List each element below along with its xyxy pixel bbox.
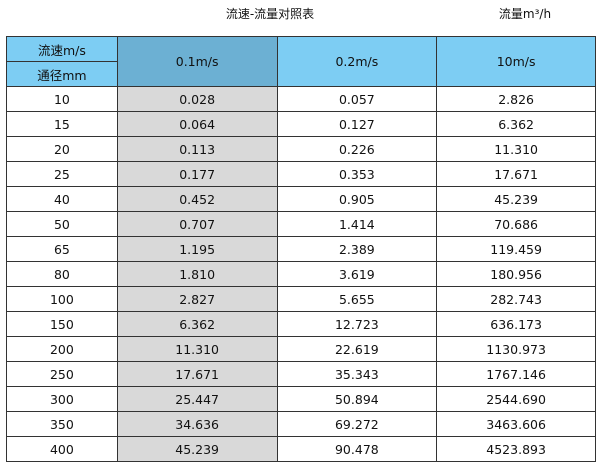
diameter-cell: 400 — [6, 436, 118, 462]
flow-cell: 282.743 — [436, 286, 596, 312]
table-row: 50 0.707 1.414 70.686 — [6, 211, 596, 237]
diameter-cell: 50 — [6, 211, 118, 237]
flow-cell: 35.343 — [276, 361, 438, 387]
diameter-cell: 40 — [6, 186, 118, 212]
flow-table: 流速m/s 0.1m/s 0.2m/s 10m/s 通径mm 10 0.028 0.… — [6, 36, 596, 462]
flow-cell: 636.173 — [436, 311, 596, 337]
flow-cell: 3.619 — [276, 261, 438, 287]
flow-cell: 0.028 — [116, 86, 278, 112]
diameter-cell: 80 — [6, 261, 118, 287]
header-col-0.2: 0.2m/s — [276, 36, 438, 87]
flow-cell: 1.414 — [276, 211, 438, 237]
page-title: 流速-流量对照表 — [225, 7, 315, 21]
diameter-cell: 200 — [6, 336, 118, 362]
table-row: 80 1.810 3.619 180.956 — [6, 261, 596, 287]
diameter-cell: 100 — [6, 286, 118, 312]
flow-cell: 2.827 — [116, 286, 278, 312]
flow-cell: 2544.690 — [436, 386, 596, 412]
header-row-2: 通径mm — [6, 61, 596, 87]
flow-cell: 1767.146 — [436, 361, 596, 387]
flow-cell: 3463.606 — [436, 411, 596, 437]
flow-cell: 0.127 — [276, 111, 438, 137]
table-row: 200 11.310 22.619 1130.973 — [6, 336, 596, 362]
diameter-cell: 350 — [6, 411, 118, 437]
flow-cell: 12.723 — [276, 311, 438, 337]
diameter-cell: 300 — [6, 386, 118, 412]
diameter-cell: 15 — [6, 111, 118, 137]
flow-cell: 0.177 — [116, 161, 278, 187]
flow-cell: 0.905 — [276, 186, 438, 212]
flow-cell: 6.362 — [436, 111, 596, 137]
flow-cell: 69.272 — [276, 411, 438, 437]
flow-cell: 0.057 — [276, 86, 438, 112]
diameter-cell: 150 — [6, 311, 118, 337]
flow-cell: 50.894 — [276, 386, 438, 412]
flow-cell: 11.310 — [436, 136, 596, 162]
flow-cell: 45.239 — [436, 186, 596, 212]
flow-cell: 119.459 — [436, 236, 596, 262]
diameter-cell: 25 — [6, 161, 118, 187]
flow-cell: 45.239 — [116, 436, 278, 462]
header-col-10: 10m/s — [436, 36, 596, 87]
flow-cell: 0.707 — [116, 211, 278, 237]
flow-cell: 6.362 — [116, 311, 278, 337]
diameter-cell: 10 — [6, 86, 118, 112]
header-diameter-label: 通径mm — [6, 61, 118, 87]
header-col-0.1: 0.1m/s — [116, 36, 278, 87]
diameter-cell: 65 — [6, 236, 118, 262]
flow-cell: 70.686 — [436, 211, 596, 237]
flow-cell: 0.113 — [116, 136, 278, 162]
flow-cell: 180.956 — [436, 261, 596, 287]
flow-cell: 0.064 — [116, 111, 278, 137]
table-row: 400 45.239 90.478 4523.893 — [6, 436, 596, 462]
flow-cell: 1.195 — [116, 236, 278, 262]
flow-cell: 0.452 — [116, 186, 278, 212]
table-row: 10 0.028 0.057 2.826 — [6, 86, 596, 112]
table-row: 300 25.447 50.894 2544.690 — [6, 386, 596, 412]
header-velocity-label: 流速m/s — [6, 36, 118, 62]
table-row: 350 34.636 69.272 3463.606 — [6, 411, 596, 437]
flow-cell: 11.310 — [116, 336, 278, 362]
flow-cell: 34.636 — [116, 411, 278, 437]
flow-cell: 22.619 — [276, 336, 438, 362]
flow-cell: 90.478 — [276, 436, 438, 462]
flow-cell: 4523.893 — [436, 436, 596, 462]
unit-label: 流量m³/h — [498, 7, 552, 21]
table-row: 25 0.177 0.353 17.671 — [6, 161, 596, 187]
table-row: 20 0.113 0.226 11.310 — [6, 136, 596, 162]
diameter-cell: 250 — [6, 361, 118, 387]
table-row: 250 17.671 35.343 1767.146 — [6, 361, 596, 387]
flow-cell: 17.671 — [436, 161, 596, 187]
flow-cell: 2.389 — [276, 236, 438, 262]
flow-cell: 0.226 — [276, 136, 438, 162]
table-row: 15 0.064 0.127 6.362 — [6, 111, 596, 137]
table-row: 65 1.195 2.389 119.459 — [6, 236, 596, 262]
flow-cell: 2.826 — [436, 86, 596, 112]
flow-cell: 0.353 — [276, 161, 438, 187]
header-row: 流速m/s 0.1m/s 0.2m/s 10m/s — [6, 36, 596, 87]
diameter-cell: 20 — [6, 136, 118, 162]
table-row: 40 0.452 0.905 45.239 — [6, 186, 596, 212]
flow-cell: 1.810 — [116, 261, 278, 287]
flow-cell: 1130.973 — [436, 336, 596, 362]
table-row: 100 2.827 5.655 282.743 — [6, 286, 596, 312]
table-row: 150 6.362 12.723 636.173 — [6, 311, 596, 337]
flow-cell: 25.447 — [116, 386, 278, 412]
flow-cell: 5.655 — [276, 286, 438, 312]
flow-cell: 17.671 — [116, 361, 278, 387]
